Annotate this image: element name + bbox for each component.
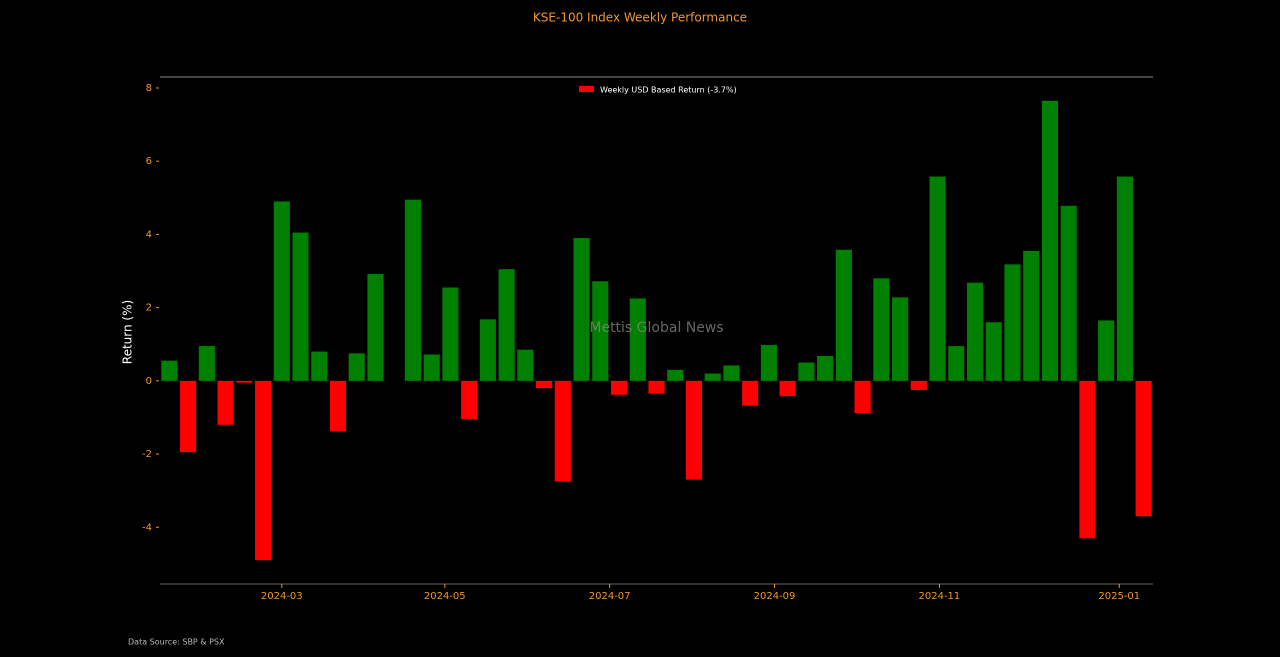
y-tick-label: -2 (142, 449, 152, 460)
bar (292, 232, 309, 381)
bar (404, 199, 421, 381)
bar (854, 380, 871, 414)
y-tick-label: 4 (146, 229, 152, 240)
bar (1079, 380, 1096, 539)
bar (498, 269, 515, 381)
bar (798, 362, 815, 381)
bar (254, 380, 272, 561)
x-tick-label: 2024-09 (754, 591, 796, 602)
x-tick-label: 2024-05 (424, 591, 466, 602)
bar (929, 176, 946, 381)
bar (966, 282, 984, 381)
bar (479, 319, 496, 381)
bar (180, 380, 197, 453)
source-note: Data Source: SBP & PSX (128, 638, 225, 647)
x-tick-label: 2025-01 (1098, 591, 1140, 602)
bar (760, 344, 777, 381)
legend-label: Weekly USD Based Return (-3.7%) (600, 86, 737, 95)
y-tick-label: 8 (146, 83, 152, 94)
chart-title: KSE-100 Index Weekly Performance (533, 11, 747, 25)
bar (835, 249, 852, 381)
bar (329, 380, 347, 432)
bar (985, 322, 1002, 381)
bar (517, 349, 534, 381)
bar (1041, 100, 1059, 381)
bar (573, 238, 590, 381)
bar (217, 380, 234, 425)
bar (685, 380, 703, 480)
bar (873, 278, 890, 381)
bar (1023, 250, 1040, 381)
bar (648, 380, 665, 394)
bar (667, 369, 684, 381)
y-axis-label: Return (%) (121, 300, 135, 364)
y-tick-label: -4 (142, 522, 152, 533)
x-tick-label: 2024-03 (261, 591, 303, 602)
bar (910, 380, 927, 390)
bar (311, 351, 328, 381)
watermark: Mettis Global News (589, 320, 723, 336)
y-tick-label: 0 (146, 376, 152, 387)
bar (423, 354, 440, 381)
bar (610, 380, 628, 395)
bar (367, 273, 384, 381)
y-tick-label: 6 (146, 156, 152, 167)
bar (592, 281, 609, 381)
bar (779, 380, 796, 397)
bar (1116, 176, 1133, 381)
bar (742, 380, 759, 406)
bar (1098, 320, 1115, 381)
bar (892, 297, 909, 381)
x-tick-label: 2024-07 (589, 591, 631, 602)
x-tick-label: 2024-11 (919, 591, 961, 602)
bar (1060, 205, 1077, 381)
y-tick-label: 2 (146, 303, 152, 314)
bar (236, 380, 253, 383)
bar (161, 360, 178, 381)
bar (554, 380, 571, 482)
bar (273, 201, 290, 381)
bar (1004, 264, 1021, 381)
bar (948, 346, 965, 381)
bar (461, 380, 478, 420)
bar (704, 373, 721, 381)
bar (817, 355, 834, 381)
bar (348, 353, 365, 381)
legend-swatch (579, 86, 594, 92)
bar (723, 365, 740, 381)
bar (536, 380, 553, 389)
bar (198, 346, 215, 381)
bar (1135, 380, 1152, 517)
bar (629, 298, 646, 381)
bar (442, 287, 459, 381)
